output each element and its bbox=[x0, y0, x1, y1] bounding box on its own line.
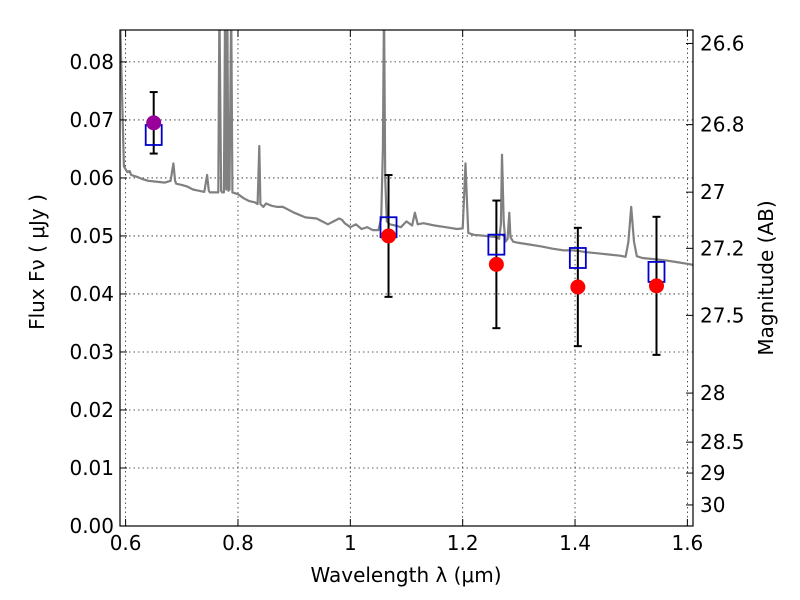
y-tick-label: 0.01 bbox=[69, 456, 114, 480]
y-axis-title: Flux Fν ( μJy ) bbox=[25, 194, 49, 330]
y-tick-label: 0.08 bbox=[69, 50, 114, 74]
y2-tick-label: 27.2 bbox=[700, 236, 745, 260]
observed-flux-point bbox=[570, 279, 586, 295]
y-tick-label: 0.00 bbox=[69, 514, 114, 538]
observed-flux-point bbox=[648, 278, 664, 294]
x-tick-label: 1.2 bbox=[447, 531, 479, 555]
x-axis-title: Wavelength λ (μm) bbox=[310, 563, 501, 587]
x-tick-label: 1.4 bbox=[559, 531, 591, 555]
y2-tick-label: 27.5 bbox=[700, 303, 745, 327]
plot-background bbox=[120, 30, 693, 526]
model-photometry-box bbox=[487, 233, 506, 256]
x-tick-label: 1.6 bbox=[671, 531, 703, 555]
y2-tick-label: 26.8 bbox=[700, 113, 745, 137]
observed-flux-point bbox=[488, 256, 504, 272]
y2-tick-label: 30 bbox=[700, 493, 725, 517]
y-tick-label: 0.06 bbox=[69, 166, 114, 190]
observed-flux-point bbox=[146, 115, 162, 131]
model-spectrum-line bbox=[120, 30, 693, 266]
y2-tick-label: 27 bbox=[700, 180, 725, 204]
x-tick-label: 0.8 bbox=[222, 531, 254, 555]
y-tick-label: 0.03 bbox=[69, 340, 114, 364]
x-tick-label: 1 bbox=[344, 531, 357, 555]
y-tick-label: 0.07 bbox=[69, 108, 114, 132]
x-tick-label: 0.6 bbox=[110, 531, 142, 555]
y-tick-label: 0.02 bbox=[69, 398, 114, 422]
y2-axis-title: Magnitude (AB) bbox=[754, 200, 778, 355]
y-tick-label: 0.04 bbox=[69, 282, 114, 306]
y2-tick-label: 28 bbox=[700, 381, 725, 405]
plot-frame bbox=[119, 29, 694, 527]
model-photometry-box bbox=[568, 247, 587, 269]
y2-tick-label: 28.5 bbox=[700, 430, 745, 454]
data-layer bbox=[120, 30, 693, 356]
y-tick-label: 0.05 bbox=[69, 224, 114, 248]
y2-tick-label: 26.6 bbox=[700, 31, 745, 55]
ticks: 0.6 0.8 1 1.2 1.4 1.6 0.00 0.01 0.02 0.03 0.04 0.05… bbox=[69, 30, 745, 555]
y2-tick-label: 29 bbox=[700, 461, 725, 485]
observed-flux-point bbox=[381, 228, 397, 244]
